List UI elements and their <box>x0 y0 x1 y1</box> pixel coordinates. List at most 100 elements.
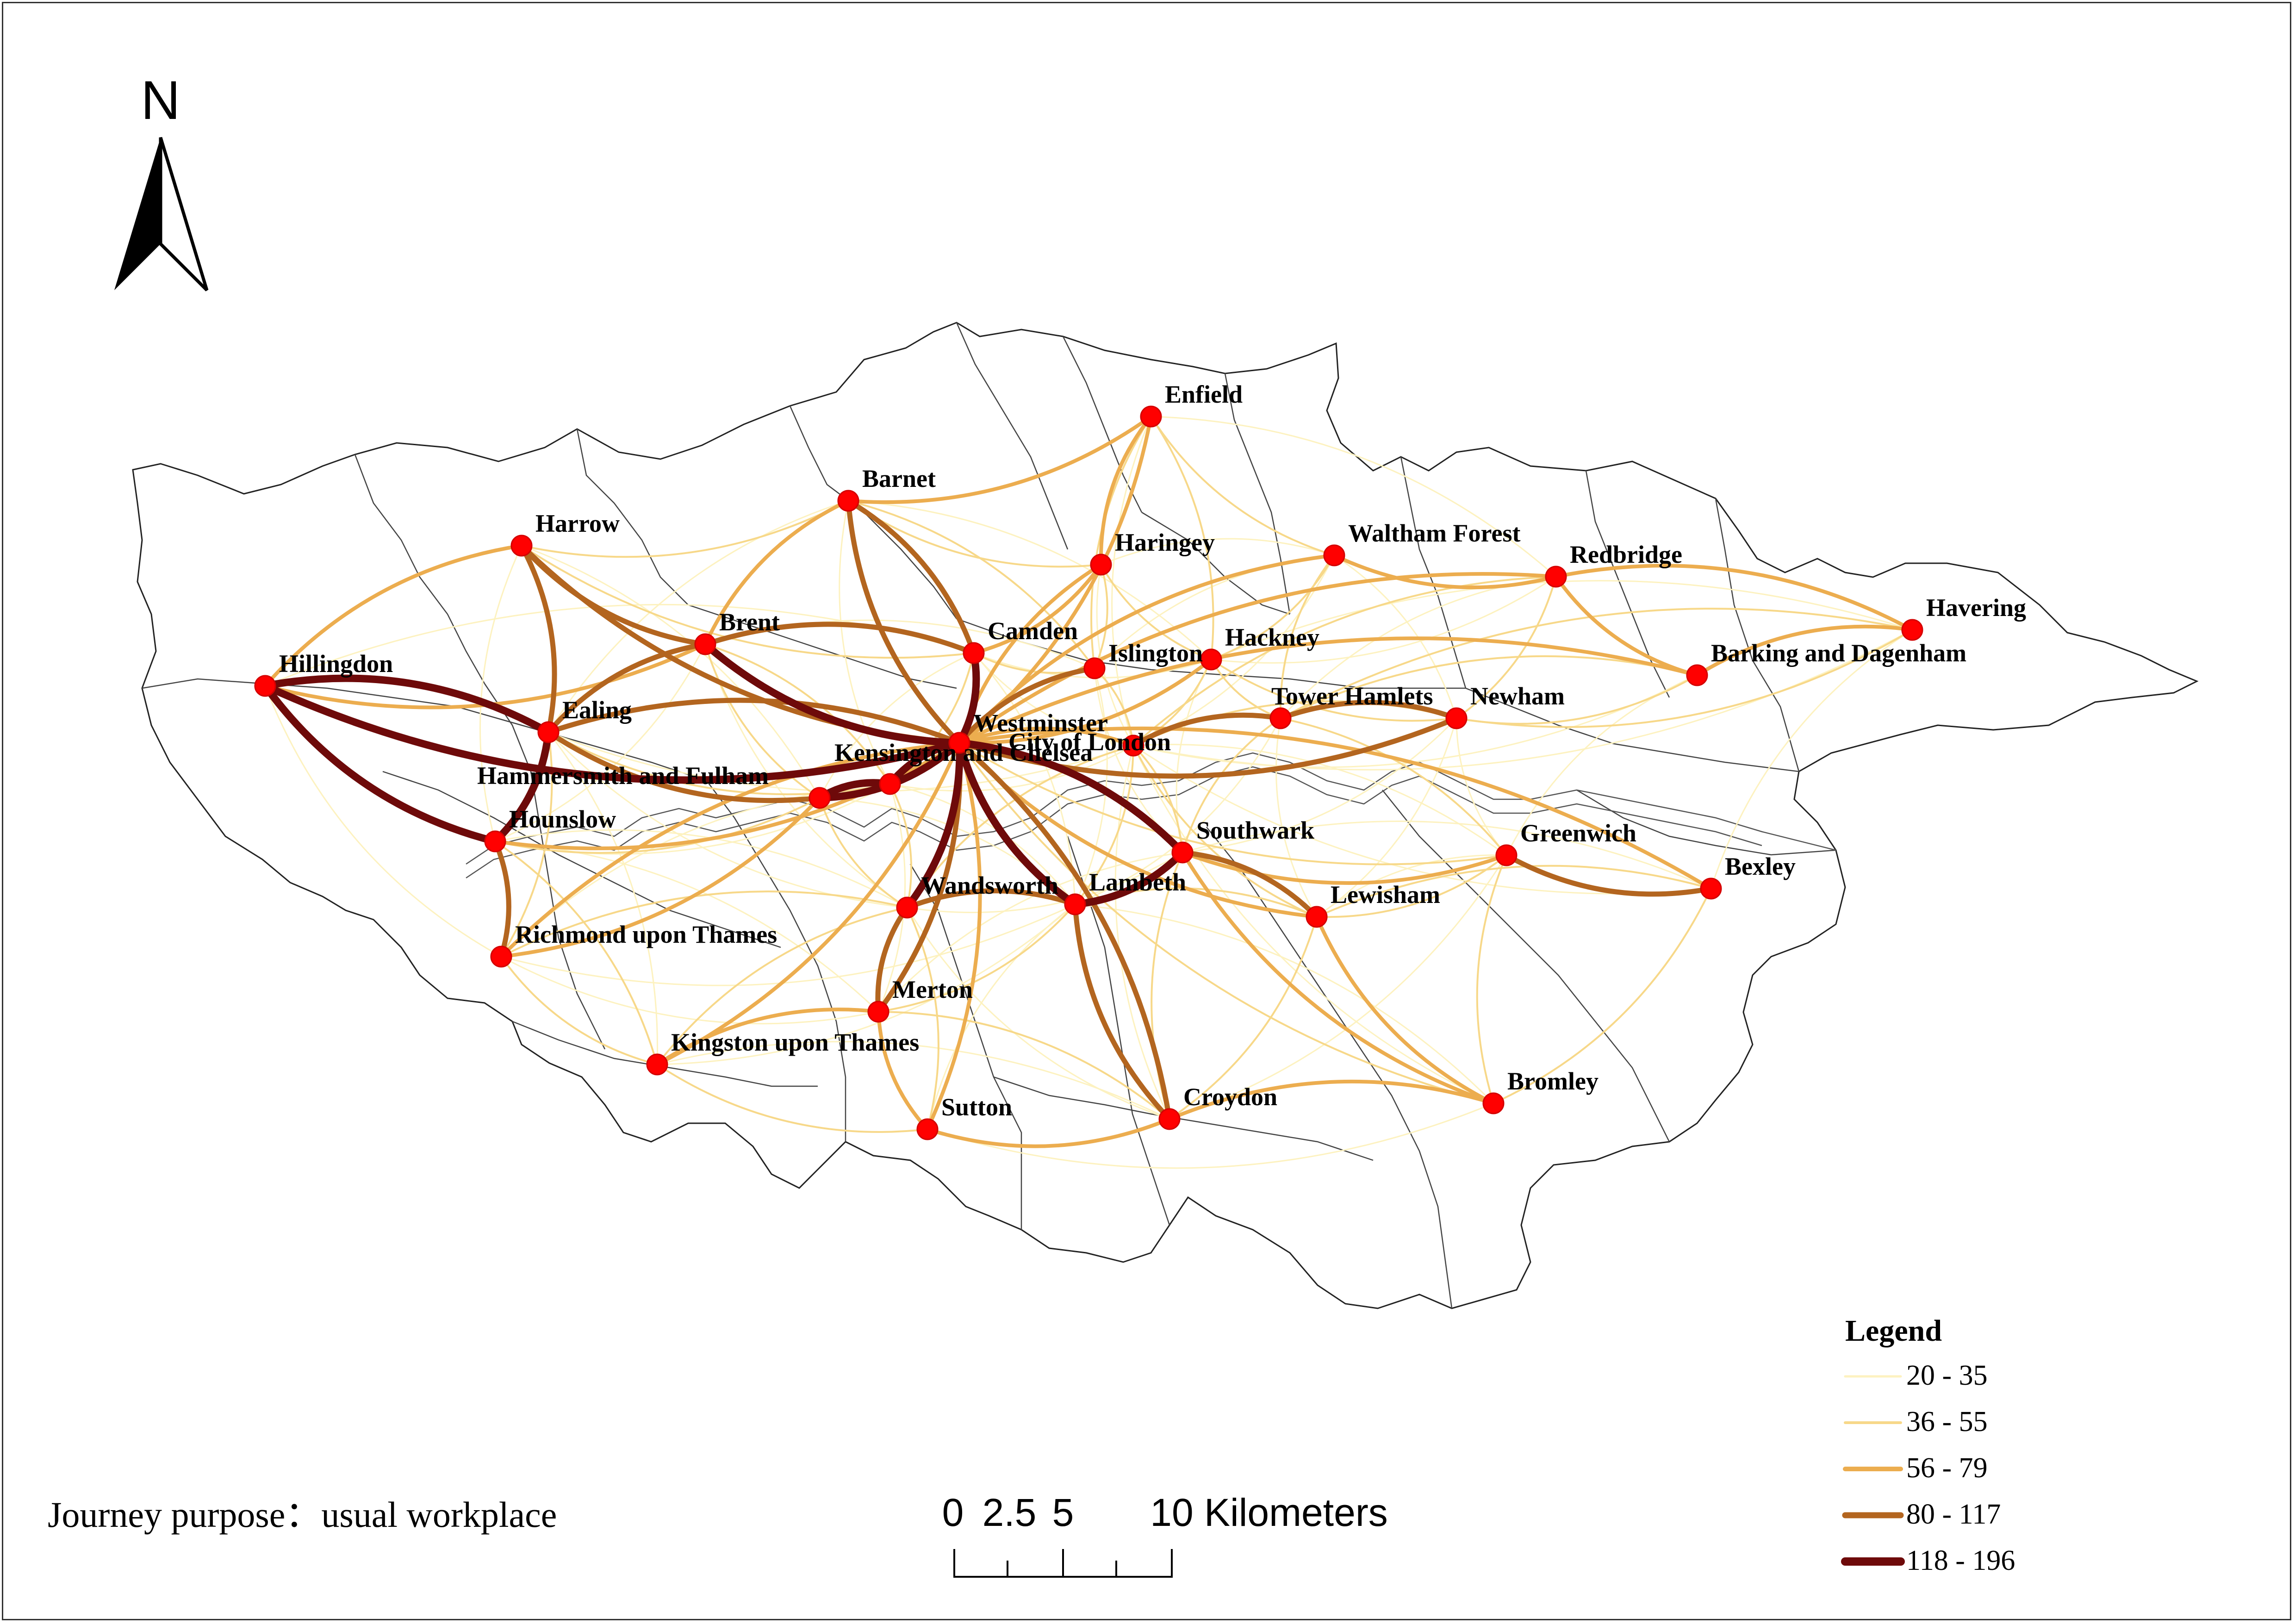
node-ealing[interactable] <box>537 721 560 743</box>
flow-line-enfield-barnet <box>846 415 1153 504</box>
flow-line-merton-croydon <box>877 1011 1170 1120</box>
node-greenwich[interactable] <box>1495 844 1518 866</box>
node-islington[interactable] <box>1083 657 1106 679</box>
flow-line-lambeth-westminster <box>956 739 1079 908</box>
node-richmond[interactable] <box>490 946 512 968</box>
label-bromley: Bromley <box>1507 1067 1598 1095</box>
london-boundary <box>132 322 2199 1309</box>
node-enfield[interactable] <box>1140 405 1162 428</box>
node-haringey[interactable] <box>1090 554 1112 576</box>
flow-lines <box>261 415 1914 1169</box>
flow-line-merton-lambeth <box>877 903 1076 1013</box>
flow-line-hackney-westminster <box>958 658 1213 745</box>
node-hammersmith[interactable] <box>809 787 831 809</box>
flow-line-sutton-lambeth <box>927 903 1076 1130</box>
flow-line-bexley-lewisham <box>1316 865 1712 918</box>
flow-line-barking-towerhamlets <box>1280 655 1698 719</box>
label-merton: Merton <box>892 976 973 1003</box>
node-kingston[interactable] <box>646 1053 668 1076</box>
legend-title: Legend <box>1845 1314 1942 1348</box>
label-lambeth: Lambeth <box>1089 868 1186 896</box>
flow-line-barking-westminster <box>958 636 1699 745</box>
node-hounslow[interactable] <box>484 830 506 852</box>
node-wandsworth[interactable] <box>896 896 918 919</box>
flow-line-barnet-harrow <box>521 500 849 558</box>
label-camden: Camden <box>988 617 1078 645</box>
flow-line-haringey-waltham <box>1100 538 1335 566</box>
node-croydon[interactable] <box>1158 1108 1181 1130</box>
flow-line-lewisham-southwark <box>1180 850 1319 920</box>
node-bromley[interactable] <box>1482 1092 1505 1114</box>
node-kensington[interactable] <box>879 773 901 795</box>
node-hillingdon[interactable] <box>254 675 276 697</box>
flow-line-croydon-lambeth <box>1072 902 1172 1122</box>
flow-line-croydon-lewisham <box>1169 916 1318 1120</box>
flow-line-croydon-westminster <box>957 740 1172 1122</box>
label-brent: Brent <box>719 608 780 636</box>
flow-line-kingston-westminster <box>655 741 961 1066</box>
node-harrow[interactable] <box>510 535 533 557</box>
node-southwark[interactable] <box>1171 841 1194 864</box>
flow-line-hackney-towerhamlets <box>1210 659 1281 719</box>
flow-line-hillingdon-westminster <box>261 682 963 784</box>
label-bexley: Bexley <box>1725 852 1796 880</box>
flow-line-richmond-kingston <box>500 956 658 1065</box>
flow-line-enfield-waltham <box>1150 416 1335 556</box>
node-hackney[interactable] <box>1200 648 1222 671</box>
flow-line-barnet-camden <box>846 498 976 656</box>
flow-line-redbridge-hackney <box>1210 576 1557 664</box>
flow-line-croydon-greenwich <box>1169 854 1507 1120</box>
north-arrow: N <box>114 70 209 292</box>
flow-line-bromley-croydon <box>1168 1079 1495 1121</box>
legend: Legend 20 - 35 36 - 55 56 - 79 80 - 117 118 … <box>1841 1314 2015 1576</box>
flow-line-southwark-westminster <box>956 739 1186 856</box>
node-barnet[interactable] <box>837 490 859 512</box>
flow-line-barnet-ealing <box>547 500 849 733</box>
label-towerhamlets: Tower Hamlets <box>1271 682 1433 710</box>
flow-line-hillingdon-harrow <box>263 544 523 688</box>
flow-line-bromley-lambeth <box>1074 903 1494 1104</box>
node-lewisham[interactable] <box>1306 906 1328 928</box>
node-redbridge[interactable] <box>1545 566 1567 588</box>
flow-line-ealing-westminster <box>546 697 962 746</box>
flow-line-barnet-brent <box>703 499 850 646</box>
flow-line-southwark-cityoflondon <box>1132 745 1183 853</box>
flow-line-camden-westminster <box>956 649 980 747</box>
flow-line-bromley-cityoflondon <box>1132 745 1494 1104</box>
node-lambeth[interactable] <box>1064 893 1086 915</box>
flow-line-newham-southwark <box>1182 717 1457 853</box>
flow-line-bromley-greenwich <box>1476 854 1507 1104</box>
flow-line-hillingdon-ealing <box>261 674 552 736</box>
flow-line-towerhamlets-lewisham <box>1275 717 1318 918</box>
flow-line-greenwich-lewisham <box>1316 854 1507 918</box>
node-cityoflondon[interactable] <box>1122 734 1144 757</box>
node-bexley[interactable] <box>1700 877 1722 900</box>
label-kensington: Kensington and Chelsea <box>834 739 1093 766</box>
flow-line-havering-bexley <box>1710 629 1913 890</box>
label-greenwich: Greenwich <box>1520 819 1636 847</box>
node-camden[interactable] <box>963 642 985 664</box>
flow-line-croydon-wandsworth <box>906 907 1170 1120</box>
flow-line-barnet-kensington <box>839 500 891 785</box>
flow-line-bromley-westminster <box>958 742 1494 1104</box>
node-waltham[interactable] <box>1323 544 1345 566</box>
node-brent[interactable] <box>694 633 716 655</box>
flow-line-waltham-westminster <box>958 554 1336 745</box>
label-barking: Barking and Dagenham <box>1711 639 1966 667</box>
flow-line-richmond-lambeth <box>500 903 1076 986</box>
node-westminster[interactable] <box>948 732 970 754</box>
flow-line-haringey-islington <box>1094 564 1108 669</box>
node-merton[interactable] <box>867 1001 889 1023</box>
flow-line-sutton-westminster <box>926 741 982 1131</box>
flow-line-hounslow-wandsworth <box>494 829 908 908</box>
node-towerhamlets[interactable] <box>1269 707 1292 729</box>
node-sutton[interactable] <box>916 1118 939 1140</box>
label-kingston: Kingston upon Thames <box>671 1028 919 1056</box>
flow-line-kensington-cityoflondon <box>889 745 1134 792</box>
scale-label-5: 5 <box>1052 1491 1074 1534</box>
node-newham[interactable] <box>1445 707 1468 729</box>
node-havering[interactable] <box>1901 619 1923 641</box>
flow-line-wandsworth-kensington <box>889 783 913 908</box>
node-barking[interactable] <box>1686 664 1708 686</box>
